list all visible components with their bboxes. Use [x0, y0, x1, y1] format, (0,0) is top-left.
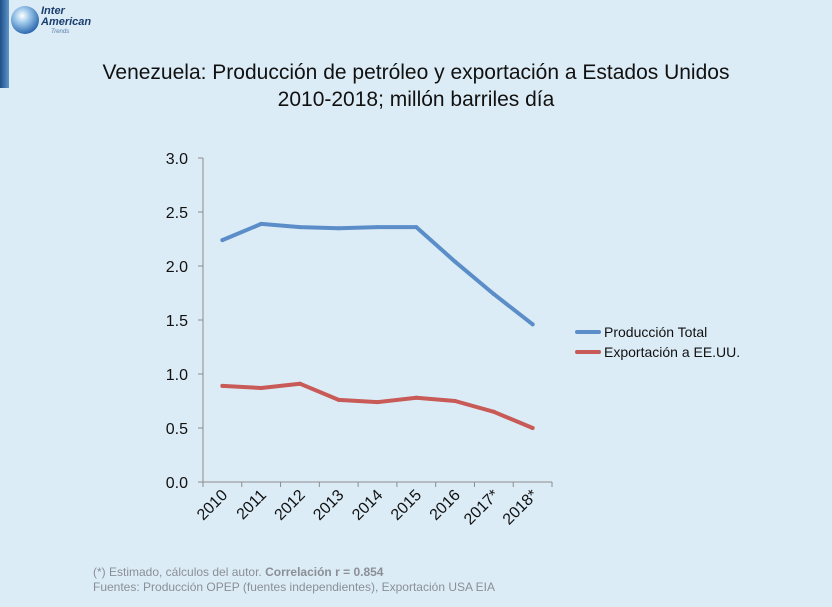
data-point-0	[375, 225, 380, 230]
legend-swatch-exportacion	[575, 350, 601, 354]
footnote-correlation: Correlación r = 0.854	[265, 565, 384, 579]
y-tick-label: 0.5	[166, 421, 188, 438]
legend-swatch-produccion	[575, 330, 601, 334]
chart-title-line1: Venezuela: Producción de petróleo y expo…	[102, 61, 730, 84]
data-point-0	[453, 259, 458, 264]
footnote-note-text: (*) Estimado, cálculos del autor.	[93, 565, 266, 579]
x-tick-label: 2010	[194, 487, 231, 524]
y-tick-label: 2.0	[166, 259, 188, 276]
data-point-1	[414, 395, 419, 400]
x-tick-label: 2018*	[500, 487, 542, 529]
data-point-0	[530, 322, 535, 327]
x-tick-label: 2015	[388, 487, 425, 524]
y-tick-label: 1.0	[166, 367, 188, 384]
x-tick-label: 2017*	[461, 487, 503, 529]
y-tick-label: 3.0	[166, 151, 188, 168]
data-point-1	[220, 383, 225, 388]
y-tick-label: 1.5	[166, 313, 188, 330]
data-point-0	[220, 238, 225, 243]
footnote-note: (*) Estimado, cálculos del autor. Correl…	[93, 565, 495, 580]
series-line-0	[220, 221, 535, 327]
data-point-0	[414, 225, 419, 230]
chart-footnote: (*) Estimado, cálculos del autor. Correl…	[93, 565, 495, 595]
series-line-1	[220, 381, 535, 430]
logo-text-line2: American	[41, 16, 92, 28]
x-tick-label: 2016	[427, 487, 464, 524]
logo-text-line1: Inter	[41, 5, 65, 17]
chart-title-line2: 2010-2018; millón barriles día	[277, 88, 555, 111]
legend-label-exportacion: Exportación a EE.UU.	[604, 344, 741, 360]
data-point-1	[297, 381, 302, 386]
data-point-1	[491, 409, 496, 414]
chart-title: Venezuela: Producción de petróleo y expo…	[0, 59, 832, 113]
x-tick-label: 2011	[234, 487, 270, 523]
data-point-0	[491, 292, 496, 297]
data-point-0	[297, 225, 302, 230]
globe-icon	[11, 6, 39, 34]
x-tick-label: 2014	[349, 487, 386, 524]
footnote-sources: Fuentes: Producción OPEP (fuentes indepe…	[93, 580, 496, 594]
data-point-1	[259, 386, 264, 391]
data-point-0	[259, 221, 264, 226]
data-point-1	[453, 399, 458, 403]
legend-label-produccion: Producción Total	[604, 324, 708, 340]
left-accent-bar	[0, 0, 9, 88]
y-tick-label: 0.0	[166, 475, 188, 492]
inter-american-trends-logo: Inter American Trends	[11, 4, 121, 38]
logo-text-line3: Trends	[51, 29, 70, 35]
data-point-1	[375, 400, 380, 405]
data-point-1	[336, 397, 341, 402]
y-tick-label: 2.5	[166, 205, 188, 222]
data-point-0	[336, 226, 341, 231]
x-tick-label: 2012	[272, 487, 309, 524]
data-point-1	[530, 426, 535, 430]
x-tick-label: 2013	[310, 487, 347, 524]
